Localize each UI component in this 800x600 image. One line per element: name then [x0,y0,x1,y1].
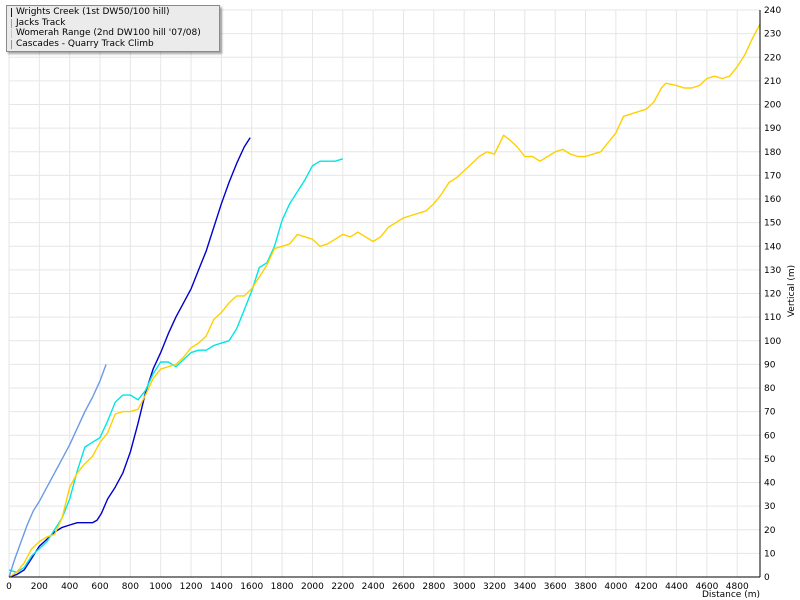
y-tick-label: 50 [764,455,776,465]
legend-item: Wrights Creek (1st DW50/100 hill) [11,7,170,18]
x-tick-label: 2800 [422,582,445,592]
x-tick-label: 2200 [331,582,354,592]
x-tick-label: 200 [31,582,48,592]
legend-item: Cascades - Quarry Track Climb [11,39,154,50]
x-tick-label: 4400 [665,582,688,592]
x-tick-label: 600 [91,582,108,592]
x-tick-label: 3200 [483,582,506,592]
legend-label: Jacks Track [16,17,66,28]
y-tick-label: 200 [764,101,781,111]
y-tick-label: 140 [764,242,781,252]
y-tick-label: 160 [764,195,781,205]
y-tick-label: 190 [764,124,781,134]
y-tick-label: 70 [764,408,776,418]
legend-swatch [11,39,12,49]
x-tick-label: 3600 [544,582,567,592]
series-line-3 [8,23,761,578]
x-tick-label: 3000 [453,582,476,592]
y-tick-label: 230 [764,30,781,40]
y-tick-label: 170 [764,171,781,181]
legend: Wrights Creek (1st DW50/100 hill) Jacks T… [6,5,220,52]
legend-item: Womerah Range (2nd DW100 hill '07/08) [11,28,201,39]
x-tick-label: 1200 [180,582,203,592]
x-tick-label: 400 [61,582,78,592]
x-tick-label: 1600 [240,582,263,592]
series-line-2 [8,158,344,573]
grid-lines [8,9,760,578]
x-tick-label: 2400 [362,582,385,592]
x-tick-labels: 0 200 400 600 800 1000 1200 1400 1600 1800 2000 220… [6,582,749,592]
legend-swatch [11,8,12,17]
y-tick-label: 100 [764,337,781,347]
legend-swatch [11,18,12,28]
y-tick-label: 240 [764,6,781,16]
y-tick-label: 150 [764,219,781,229]
x-tick-label: 2600 [392,582,415,592]
y-tick-label: 30 [764,502,776,512]
series-line-4 [8,364,107,578]
legend-label: Womerah Range (2nd DW100 hill '07/08) [16,28,201,38]
legend-swatch [11,29,12,38]
x-tick-label: 4600 [695,582,718,592]
y-tick-label: 180 [764,148,781,158]
x-tick-label: 3400 [513,582,536,592]
x-tick-label: 4000 [604,582,627,592]
y-tick-label: 130 [764,266,781,276]
y-tick-label: 110 [764,313,781,323]
x-tick-label: 1800 [271,582,294,592]
y-tick-label: 220 [764,53,781,63]
y-tick-label: 20 [764,526,776,536]
x-tick-label: 2000 [301,582,324,592]
y-tick-label: 120 [764,290,781,300]
x-tick-label: 3800 [574,582,597,592]
x-tick-label: 4200 [635,582,658,592]
y-tick-label: 90 [764,360,776,370]
x-tick-label: 800 [122,582,139,592]
legend-label: Cascades - Quarry Track Climb [16,38,154,49]
y-tick-label: 10 [764,549,776,559]
y-axis-title: Vertical (m) [787,265,797,317]
y-tick-label: 210 [764,77,781,87]
series-line-1 [8,137,251,578]
y-tick-label: 60 [764,431,776,441]
legend-item: Jacks Track [11,18,65,29]
x-tick-label: 1400 [210,582,233,592]
legend-label: Wrights Creek (1st DW50/100 hill) [16,7,170,17]
x-tick-label: 1000 [149,582,172,592]
x-axis-title: Distance (m) [702,590,760,600]
y-tick-labels: 0 10 20 30 40 50 60 70 80 90 100 110 120 130 140 150 160… [764,6,781,583]
y-tick-label: 0 [764,573,770,583]
y-tick-label: 40 [764,479,776,489]
series-lines [8,23,761,578]
x-tick-label: 4800 [726,582,749,592]
axes [9,10,761,578]
x-tick-label: 0 [6,582,12,592]
y-tick-label: 80 [764,384,776,394]
